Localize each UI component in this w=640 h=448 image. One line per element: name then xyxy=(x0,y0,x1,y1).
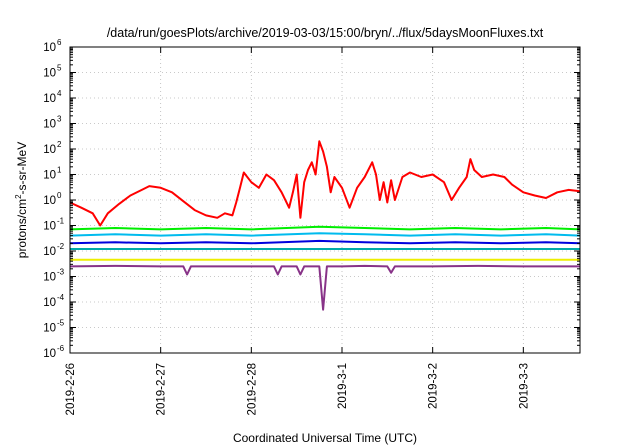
y-tick-exponent: 5 xyxy=(57,64,62,73)
x-tick-label: 2019-3-1 xyxy=(337,363,349,409)
y-tick-labels: 10-610-510-410-310-210-11001011021031041… xyxy=(43,38,580,360)
y-tick-label: 104 xyxy=(43,89,62,105)
y-tick-label: 10-2 xyxy=(43,242,64,258)
x-tick-labels: 2019-2-26 2019-2-27 2019-2-28 2019-3-1 2019-… xyxy=(65,47,530,415)
x-tick-label: 2019-2-26 xyxy=(65,363,77,415)
x-tick-label: 2019-2-27 xyxy=(156,363,168,415)
y-tick-exponent: -6 xyxy=(57,344,65,353)
y-tick-exponent: -5 xyxy=(57,319,65,328)
y-tick-label: 100 xyxy=(43,191,62,207)
y-axis-label: protons/cm2-s-sr-MeV xyxy=(14,142,29,258)
y-tick-label: 106 xyxy=(43,38,62,54)
y-tick-label: 10-5 xyxy=(43,319,64,335)
y-tick-exponent: -4 xyxy=(57,293,65,302)
series-line-4 xyxy=(69,239,581,245)
y-tick-exponent: 0 xyxy=(57,191,62,200)
y-tick-label: 10-6 xyxy=(43,344,64,360)
x-tick-label: 2019-3-2 xyxy=(428,363,440,409)
data-series-group xyxy=(69,140,581,311)
grid-lines xyxy=(70,47,580,353)
y-tick-label: 10-4 xyxy=(43,293,64,309)
x-axis-label: Coordinated Universal Time (UTC) xyxy=(233,431,417,445)
y-tick-exponent: -1 xyxy=(57,217,65,226)
series-line-1 xyxy=(69,140,581,227)
y-tick-exponent: -3 xyxy=(57,268,65,277)
x-tick-label: 2019-2-28 xyxy=(246,363,258,415)
y-axis-label-pre: protons/cm xyxy=(15,199,29,258)
chart-title: /data/run/goesPlots/archive/2019-03-03/1… xyxy=(107,26,544,40)
y-tick-label: 10-1 xyxy=(43,217,64,233)
y-axis-label-sup: 2 xyxy=(14,194,23,199)
y-tick-label: 10-3 xyxy=(43,268,64,284)
x-tick-label: 2019-3-3 xyxy=(518,363,530,409)
y-tick-label: 102 xyxy=(43,140,62,156)
series-line-3 xyxy=(69,232,581,237)
y-tick-label: 101 xyxy=(43,166,62,182)
y-tick-exponent: -2 xyxy=(57,242,65,251)
series-line-7 xyxy=(69,264,580,311)
y-tick-exponent: 3 xyxy=(57,115,62,124)
y-tick-label: 105 xyxy=(43,64,62,80)
y-tick-exponent: 1 xyxy=(57,166,62,175)
y-axis-label-post: -s-sr-MeV xyxy=(15,142,29,195)
y-tick-exponent: 6 xyxy=(57,38,62,47)
series-line-2 xyxy=(69,225,581,231)
y-tick-label: 103 xyxy=(43,115,62,131)
y-tick-exponent: 4 xyxy=(57,89,62,98)
y-tick-exponent: 2 xyxy=(57,140,62,149)
